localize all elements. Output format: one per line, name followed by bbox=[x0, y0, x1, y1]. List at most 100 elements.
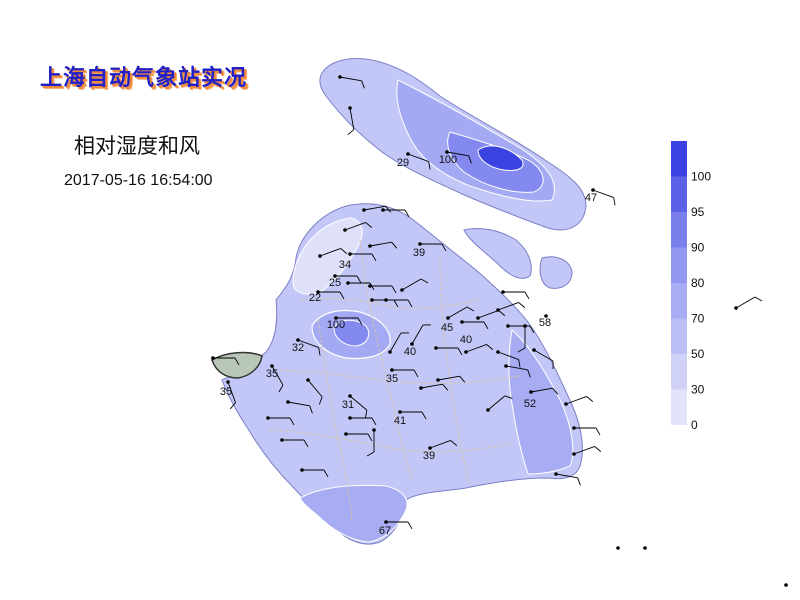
wind-barb-staff bbox=[505, 365, 528, 371]
station-marker bbox=[211, 356, 240, 366]
wind-barb-feather bbox=[459, 375, 466, 383]
wind-barb-feather bbox=[586, 396, 594, 402]
hengsha-island bbox=[539, 256, 573, 289]
station-marker bbox=[532, 348, 554, 369]
wind-barb-staff bbox=[411, 324, 424, 345]
wind-barb-feather bbox=[361, 80, 365, 89]
wind-barb-staff bbox=[487, 395, 506, 411]
station-dot bbox=[318, 254, 322, 258]
wind-barb-staff bbox=[437, 375, 460, 381]
station-humidity-label: 35 bbox=[386, 373, 398, 385]
wind-barb-feather bbox=[577, 477, 581, 486]
station-marker bbox=[496, 302, 526, 312]
wind-barb-feather bbox=[468, 155, 472, 164]
legend-band-5 bbox=[671, 318, 687, 354]
wind-barb-staff bbox=[565, 396, 587, 405]
wind-barb-feather bbox=[413, 369, 419, 378]
legend-band-0 bbox=[671, 141, 687, 177]
legend-band-2 bbox=[671, 212, 687, 248]
wind-barb-feather bbox=[428, 161, 431, 170]
station-humidity-label: 100 bbox=[439, 154, 457, 166]
wind-barb-feather bbox=[594, 446, 602, 452]
wind-barb-staff bbox=[287, 401, 310, 407]
wind-barb-staff bbox=[369, 241, 392, 247]
wind-barb-feather bbox=[393, 299, 399, 308]
station-marker bbox=[434, 346, 463, 356]
station-marker bbox=[398, 410, 427, 420]
wind-barb-staff bbox=[446, 151, 469, 157]
wind-barb-staff bbox=[389, 332, 402, 353]
wind-barb-feather bbox=[421, 411, 427, 420]
wind-barb-feather bbox=[367, 433, 373, 442]
wind-barb-feather bbox=[365, 222, 373, 228]
station-marker bbox=[418, 242, 447, 252]
chongming-island bbox=[319, 58, 587, 231]
station-marker bbox=[460, 320, 489, 330]
wind-barb-feather bbox=[450, 440, 458, 446]
wind-barb-feather bbox=[230, 402, 236, 410]
chart-title: 相对湿度和风 bbox=[74, 134, 200, 158]
station-marker bbox=[591, 188, 616, 206]
station-marker bbox=[333, 274, 362, 284]
wind-barb-feather bbox=[527, 369, 531, 378]
wind-barb-feather bbox=[323, 469, 329, 478]
station-marker bbox=[572, 426, 601, 436]
station-marker bbox=[348, 416, 377, 426]
station-marker bbox=[348, 394, 368, 419]
wind-barb-staff bbox=[735, 296, 756, 309]
wind-barb-feather bbox=[754, 296, 763, 302]
station-marker bbox=[296, 338, 321, 356]
legend-band-4 bbox=[671, 283, 687, 319]
wind-barb-feather bbox=[356, 275, 362, 284]
wind-barb-feather bbox=[404, 209, 410, 218]
chongming-humidity-zone-peak bbox=[477, 145, 524, 171]
wind-barb-staff bbox=[497, 351, 519, 360]
district-boundaries bbox=[269, 239, 521, 521]
station-marker bbox=[390, 368, 419, 378]
station-marker bbox=[286, 400, 313, 414]
station-humidity-label: 34 bbox=[339, 259, 351, 271]
station-marker bbox=[616, 546, 620, 550]
station-marker bbox=[344, 432, 373, 442]
south-coast-humid-zone bbox=[299, 484, 408, 543]
wind-barb-staff bbox=[349, 107, 355, 130]
station-marker bbox=[529, 387, 559, 395]
station-marker bbox=[400, 278, 429, 292]
legend-tick-label: 80 bbox=[691, 276, 705, 290]
east-coast-humid-zone bbox=[508, 329, 574, 475]
wind-barb-feather bbox=[385, 205, 392, 213]
wind-barb-staff bbox=[533, 349, 554, 362]
station-marker bbox=[496, 350, 521, 368]
wind-barb-staff bbox=[363, 205, 386, 211]
station-marker bbox=[784, 583, 788, 587]
legend-tick-label: 50 bbox=[691, 347, 705, 361]
wind-barb-feather bbox=[391, 285, 397, 294]
station-dot bbox=[616, 546, 620, 550]
wind-barb-staff bbox=[407, 153, 429, 162]
station-humidity-label: 58 bbox=[539, 317, 551, 329]
station-marker bbox=[368, 241, 398, 249]
station-humidity-label: 22 bbox=[309, 292, 321, 304]
wind-barb-feather bbox=[289, 417, 295, 426]
station-marker bbox=[734, 296, 763, 310]
central-humid-core bbox=[333, 319, 370, 347]
station-humidity-label: 32 bbox=[292, 342, 304, 354]
station-marker bbox=[343, 222, 373, 232]
site-title: 上海自动气象站实况 bbox=[40, 66, 248, 91]
legend-tick-label: 0 bbox=[691, 418, 698, 432]
station-marker bbox=[406, 152, 431, 170]
station-marker bbox=[388, 332, 409, 354]
station-marker bbox=[347, 106, 355, 136]
station-humidity-label: 40 bbox=[404, 346, 416, 358]
wind-barb-staff bbox=[465, 344, 487, 353]
station-dot bbox=[784, 583, 788, 587]
wind-barb-staff bbox=[555, 473, 578, 479]
station-marker bbox=[445, 150, 472, 164]
wind-barb-feather bbox=[552, 387, 559, 395]
wind-barb-staff bbox=[401, 278, 422, 291]
wind-barb-feather bbox=[504, 395, 513, 400]
station-marker bbox=[366, 428, 376, 457]
wind-barb-feather bbox=[518, 359, 521, 368]
wind-barb-feather bbox=[407, 299, 413, 308]
wind-barb-feather bbox=[407, 521, 413, 530]
